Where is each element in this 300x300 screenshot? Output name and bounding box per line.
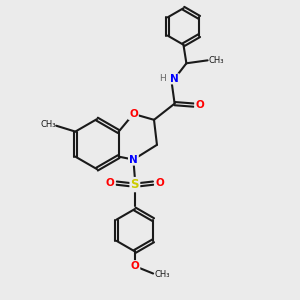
Text: CH₃: CH₃ [155, 271, 170, 280]
Text: O: O [130, 261, 139, 271]
Text: S: S [130, 178, 139, 191]
Text: O: O [195, 100, 204, 110]
Text: CH₃: CH₃ [40, 120, 56, 129]
Text: O: O [129, 109, 138, 119]
Text: O: O [106, 178, 115, 188]
Text: N: N [129, 154, 138, 165]
Text: H: H [159, 74, 166, 82]
Text: O: O [155, 178, 164, 188]
Text: CH₃: CH₃ [209, 56, 224, 65]
Text: N: N [170, 74, 179, 84]
